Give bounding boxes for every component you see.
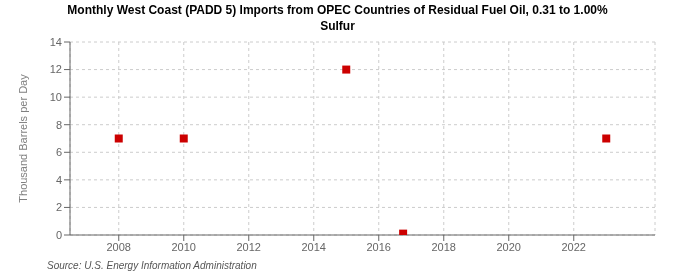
svg-text:2: 2 [56,201,62,213]
svg-text:8: 8 [56,119,62,131]
svg-text:12: 12 [50,63,62,75]
svg-text:2016: 2016 [367,241,391,253]
svg-text:2014: 2014 [302,241,326,253]
svg-text:4: 4 [56,174,62,186]
html-text:Source: U.S. Energy Informatio: Source: U.S. Energy Information Administ… [47,260,257,271]
html-text:Sulfur: Sulfur [320,19,355,33]
svg-text:2018: 2018 [432,241,456,253]
svg-text:2012: 2012 [237,241,261,253]
svg-text:0: 0 [56,229,62,241]
svg-text:10: 10 [50,91,62,103]
svg-text:Thousand Barrels per Day: Thousand Barrels per Day [17,74,29,203]
svg-text:2010: 2010 [172,241,196,253]
svg-text:6: 6 [56,146,62,158]
html-text:Monthly West Coast (PADD 5) Im: Monthly West Coast (PADD 5) Imports from… [67,3,608,17]
svg-text:2008: 2008 [107,241,131,253]
svg-text:2022: 2022 [562,241,586,253]
svg-text:2020: 2020 [497,241,521,253]
svg-text:14: 14 [50,36,62,48]
